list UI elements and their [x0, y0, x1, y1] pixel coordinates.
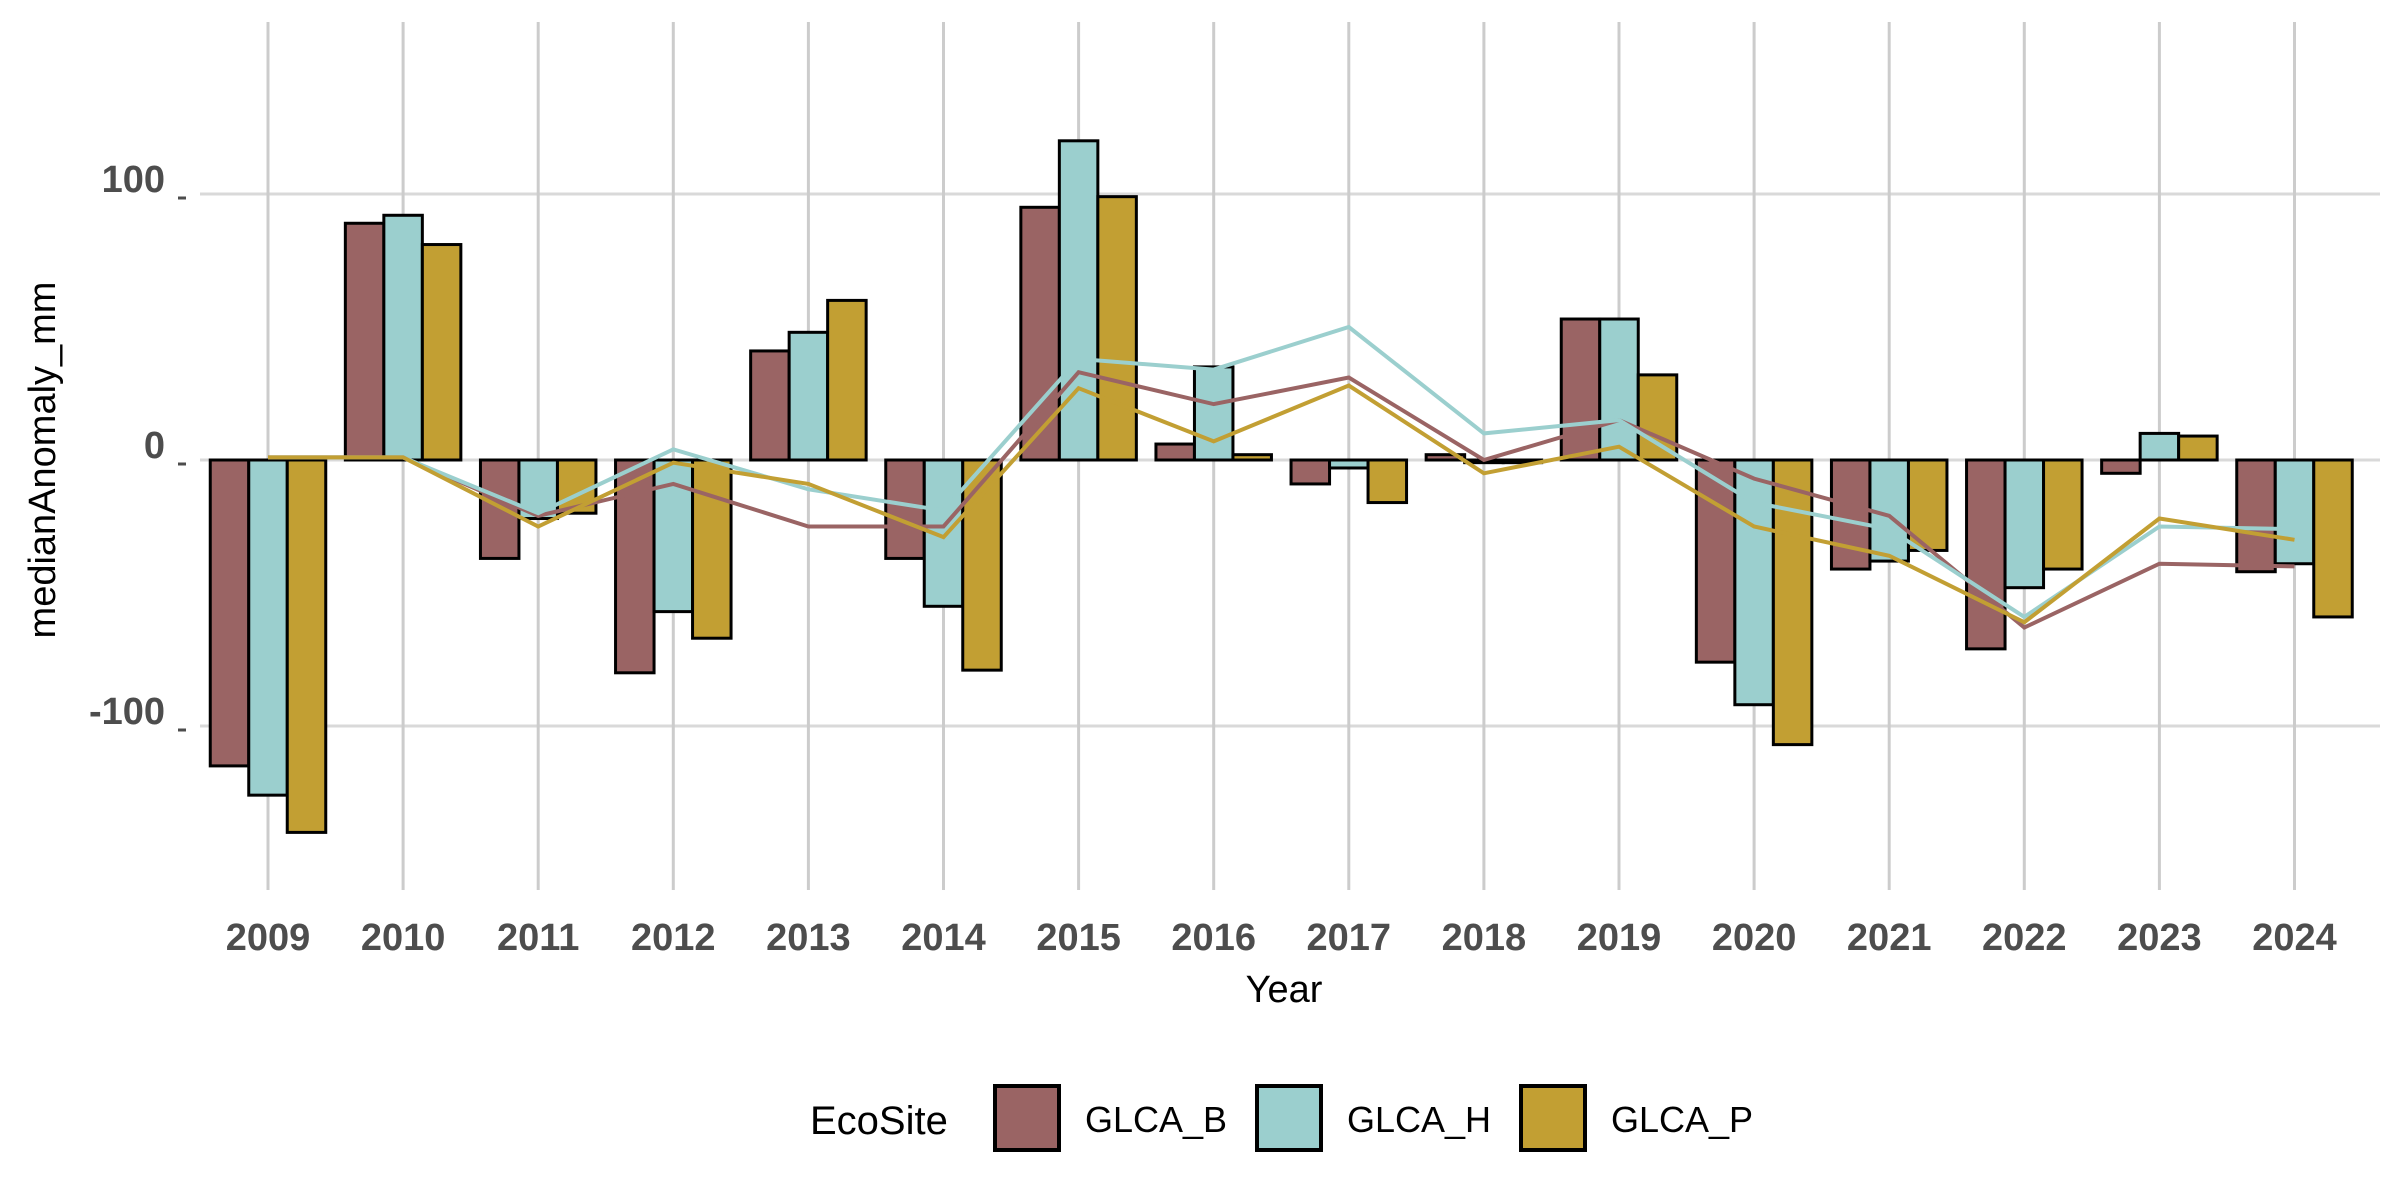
- bar-glca-h: [2273, 458, 2316, 566]
- bar-glca-p: [1231, 453, 1273, 462]
- bar-glca-b: [1424, 453, 1467, 462]
- x-tick-label: 2019: [1577, 917, 1662, 959]
- x-tick-label: 2010: [361, 917, 446, 959]
- bar-glca-h: [2138, 431, 2181, 462]
- grid: [200, 22, 2380, 890]
- legend-swatch: [993, 1084, 1061, 1152]
- bar-glca-b: [1559, 317, 1602, 462]
- x-tick-label: 2016: [1171, 917, 1256, 959]
- x-axis-title: Year: [1246, 969, 1323, 1011]
- bar-glca-h: [1598, 317, 1640, 462]
- bar-glca-b: [614, 458, 656, 675]
- bar-glca-p: [826, 298, 868, 462]
- x-tick-label: 2012: [631, 917, 716, 959]
- x-tick-label: 2013: [766, 917, 851, 959]
- y-axis: -100 0 100: [89, 159, 186, 733]
- bar-glca-b: [1829, 458, 1872, 571]
- bar-glca-b: [2235, 458, 2277, 574]
- bar-glca-p: [1771, 458, 1814, 747]
- bar-glca-b: [208, 458, 251, 768]
- bar-glca-p: [691, 458, 733, 640]
- x-tick-label: 2017: [1307, 917, 1392, 959]
- bar-glca-h: [247, 458, 289, 797]
- bar-glca-h: [1733, 458, 1775, 707]
- bar-glca-p: [1636, 373, 1679, 462]
- x-tick-label: 2023: [2117, 917, 2202, 959]
- bar-glca-p: [1366, 458, 1409, 505]
- bar-glca-h: [1328, 458, 1370, 470]
- legend-label: GLCA_B: [1085, 1099, 1227, 1140]
- x-tick-label: 2024: [2252, 917, 2337, 959]
- bar-glca-b: [884, 458, 926, 560]
- legend-title: EcoSite: [810, 1099, 948, 1143]
- bar-glca-b: [1019, 205, 1061, 462]
- y-tick-label: 0: [144, 425, 165, 467]
- bar-glca-p: [285, 458, 328, 834]
- bar-glca-h: [787, 330, 830, 462]
- legend-swatch: [1255, 1084, 1323, 1152]
- bar-glca-b: [2100, 458, 2142, 475]
- x-tick-label: 2009: [226, 917, 311, 959]
- bars: [208, 139, 2354, 834]
- x-tick-label: 2014: [901, 917, 986, 959]
- bar-glca-b: [478, 458, 521, 560]
- x-tick-label: 2018: [1442, 917, 1527, 959]
- y-tick-label: 100: [102, 159, 165, 201]
- trend-lines: [268, 324, 2295, 630]
- bar-glca-p: [2042, 458, 2084, 571]
- legend: EcoSite GLCA_B GLCA_H GLCA_P: [810, 1084, 1753, 1152]
- legend-label: GLCA_P: [1611, 1099, 1753, 1140]
- bar-glca-p: [420, 243, 463, 462]
- bar-glca-p: [961, 458, 1003, 672]
- y-tick-label: -100: [89, 691, 165, 733]
- bar-glca-b: [343, 221, 386, 462]
- legend-swatch: [1519, 1084, 1587, 1152]
- x-tick-label: 2021: [1847, 917, 1932, 959]
- bar-glca-b: [1694, 458, 1737, 664]
- x-tick-label: 2011: [497, 917, 579, 959]
- bar-glca-h: [2003, 458, 2046, 590]
- y-axis-title: medianAnomaly_mm: [22, 282, 64, 639]
- bar-glca-p: [2312, 458, 2354, 619]
- bar-glca-b: [1154, 442, 1196, 462]
- trend-line-glca-p: [268, 383, 2295, 625]
- bar-glca-h: [382, 213, 424, 462]
- x-tick-label: 2015: [1036, 917, 1121, 959]
- x-axis: 2009 2010 2011 2012 2013 2014 2015 2016 2017 2018…: [226, 917, 2337, 959]
- x-tick-label: 2020: [1712, 917, 1797, 959]
- legend-label: GLCA_H: [1347, 1099, 1491, 1140]
- bar-glca-h: [1057, 139, 1100, 462]
- bar-glca-b: [1965, 458, 2007, 651]
- x-tick-label: 2022: [1982, 917, 2067, 959]
- bar-glca-b: [749, 349, 791, 462]
- trend-line-glca-h: [268, 324, 2295, 620]
- bar-glca-b: [1289, 458, 1332, 486]
- bar-glca-p: [1096, 195, 1138, 462]
- bar-glca-p: [2177, 434, 2219, 462]
- bar-glca-h: [1192, 365, 1235, 462]
